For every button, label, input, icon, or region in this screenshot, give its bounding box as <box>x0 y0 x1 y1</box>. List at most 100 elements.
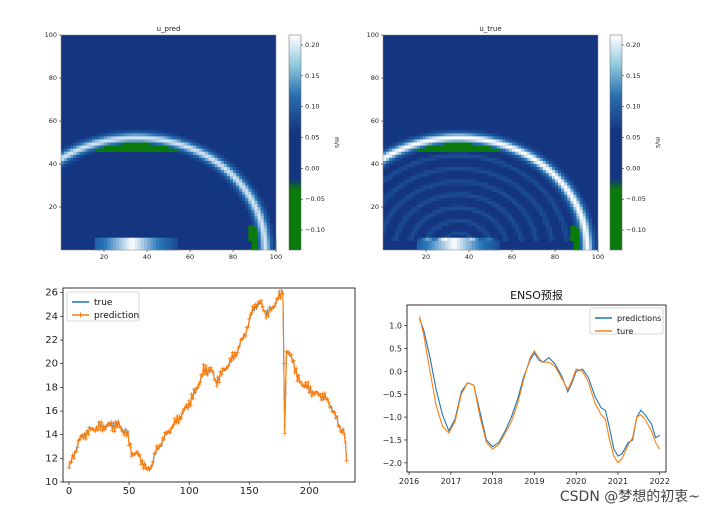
heatmap-cell <box>487 164 491 168</box>
y-tick-label: −1.5 <box>383 436 402 445</box>
heatmap-cell <box>444 133 448 137</box>
heatmap-cell <box>582 207 587 211</box>
heatmap-cell <box>502 191 507 196</box>
heatmap-cell <box>462 179 467 183</box>
heatmap-cell <box>398 191 402 196</box>
heatmap-cell <box>524 148 528 153</box>
heatmap-cell <box>512 210 516 214</box>
heatmap-cell <box>147 246 151 251</box>
heatmap-cell <box>459 225 464 229</box>
heatmap-cell <box>475 179 479 183</box>
heatmap-cell <box>147 133 151 137</box>
heatmap-cell <box>432 191 436 196</box>
heatmap-cell <box>459 185 464 189</box>
heatmap-cell <box>472 243 476 248</box>
series-marker <box>147 467 152 472</box>
heatmap-cell <box>254 219 258 223</box>
heatmap-cell <box>502 231 507 235</box>
heatmap-cell <box>472 142 476 146</box>
heatmap-cell <box>496 173 501 177</box>
heatmap-cell <box>125 148 129 153</box>
series-marker <box>86 432 91 437</box>
heatmap-cell <box>456 173 461 177</box>
heatmap-cell <box>530 160 534 165</box>
heatmap-cell <box>456 179 461 183</box>
heatmap-cell <box>469 200 473 205</box>
heatmap-cell <box>392 170 396 174</box>
heatmap-cell <box>588 246 593 251</box>
heatmap-cell <box>392 222 396 226</box>
heatmap-cell <box>518 207 522 211</box>
heatmap-cell <box>196 154 200 159</box>
heatmap-cell <box>229 160 234 165</box>
heatmap-cell <box>426 231 430 235</box>
heatmap-cell <box>251 237 255 242</box>
heatmap-cell <box>533 203 537 208</box>
heatmap-cell <box>515 142 519 146</box>
heatmap-cell <box>573 240 577 245</box>
heatmap-cell <box>508 228 513 232</box>
heatmap-cell <box>435 188 439 192</box>
heatmap-cell <box>407 170 411 174</box>
heatmap-cell <box>469 228 473 232</box>
y-tick-label: 20 <box>45 359 58 370</box>
heatmap-cell <box>536 234 540 239</box>
series-marker <box>113 419 118 424</box>
heatmap-cell <box>392 160 396 165</box>
heatmap-cell <box>88 139 93 143</box>
heatmap-cell <box>125 136 129 140</box>
heatmap-cell <box>404 225 408 229</box>
series-marker <box>80 433 85 438</box>
heatmap-cell <box>269 240 274 245</box>
heatmap-cell <box>165 142 169 146</box>
heatmap-cell <box>524 160 528 165</box>
heatmap-cell <box>401 216 405 220</box>
heatmap-cell <box>147 130 151 134</box>
heatmap-cell <box>404 173 408 177</box>
heatmap-cell <box>548 179 553 183</box>
heatmap-cell <box>263 203 268 208</box>
heatmap-cell <box>429 243 433 248</box>
heatmap-cell <box>386 182 390 186</box>
heatmap-cell <box>545 191 550 196</box>
heatmap-cell <box>524 231 528 235</box>
heatmap-cell <box>582 225 587 229</box>
heatmap-cell <box>487 142 491 146</box>
heatmap-cell <box>469 145 473 149</box>
series-marker <box>252 306 257 311</box>
colorbar-bar <box>609 34 623 251</box>
heatmap-cell <box>392 200 396 205</box>
series-marker <box>112 429 117 434</box>
heatmap-cell <box>579 222 583 226</box>
heatmap-cell <box>487 173 491 177</box>
heatmap-cell <box>490 188 494 192</box>
heatmap-cell <box>386 207 390 211</box>
heatmap-cell <box>236 182 240 186</box>
heatmap-cell <box>389 234 393 239</box>
heatmap-cell <box>119 139 123 143</box>
heatmap-cell <box>266 246 271 251</box>
heatmap-cell <box>456 243 461 248</box>
heatmap-cell <box>450 182 454 186</box>
heatmap-cell <box>242 188 246 192</box>
heatmap-cell <box>555 170 559 174</box>
heatmap-cell <box>217 157 222 162</box>
heatmap-cell <box>515 228 519 232</box>
heatmap-cell <box>551 213 556 217</box>
heatmap-cell <box>193 142 197 146</box>
heatmap-cell <box>193 151 197 156</box>
series-marker <box>195 385 200 390</box>
heatmap-cell <box>413 210 418 214</box>
heatmap-cell <box>226 176 231 180</box>
heatmap-cell <box>100 145 105 149</box>
x-tick-label: 2016 <box>399 477 419 486</box>
heatmap-cell <box>79 145 83 149</box>
heatmap-cell <box>551 197 556 202</box>
series-marker <box>289 352 294 357</box>
heatmap-cell <box>131 243 136 248</box>
heatmap-xtick-label: 100 <box>270 253 282 261</box>
heatmap-cell <box>453 203 458 208</box>
heatmap-cell <box>450 243 454 248</box>
series-marker <box>283 391 288 396</box>
heatmap-cell <box>456 219 461 223</box>
